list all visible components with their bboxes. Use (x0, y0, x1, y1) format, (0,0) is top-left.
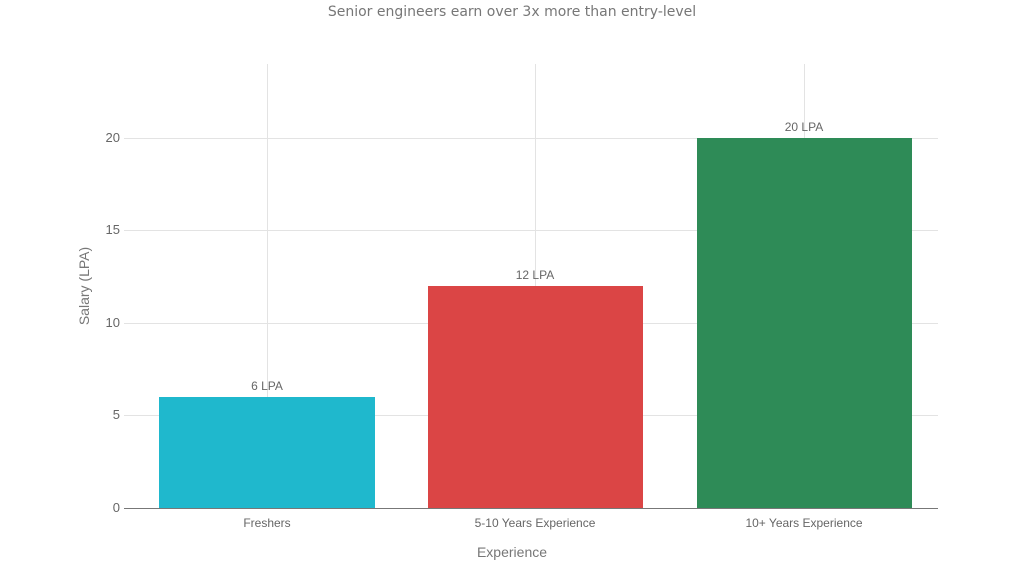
xtick-5-10-years: 5-10 Years Experience (474, 516, 596, 530)
gridline-x-freshers (267, 64, 268, 508)
ytick-label: 0 (112, 500, 120, 515)
bar-freshers[interactable] (159, 397, 375, 508)
data-label-10-plus-years: 20 LPA (784, 120, 824, 134)
ytick-mark (124, 415, 132, 416)
ytick-label: 10 (105, 315, 120, 330)
ytick-mark (124, 323, 132, 324)
ytick-mark (124, 230, 132, 231)
ytick-mark (124, 138, 132, 139)
ytick-label: 5 (112, 407, 120, 422)
plot-area: 0 5 10 15 20 6 LPA 12 LPA 20 LPA Fresher… (106, 64, 938, 530)
data-label-5-10-years: 12 LPA (515, 268, 555, 282)
chart-title: Senior engineers earn over 3x more than … (327, 4, 697, 20)
ytick-label: 20 (105, 130, 120, 145)
xtick-freshers: Freshers (243, 516, 291, 530)
bar-10-plus-years[interactable] (697, 138, 912, 508)
data-label-freshers: 6 LPA (251, 379, 283, 393)
x-axis-line (124, 508, 938, 509)
x-axis-label: Experience (476, 544, 548, 560)
y-axis-label: Salary (LPA) (76, 246, 92, 326)
bar-5-10-years[interactable] (428, 286, 643, 508)
xtick-10-plus-years: 10+ Years Experience (745, 516, 863, 530)
ytick-label: 15 (105, 222, 120, 237)
